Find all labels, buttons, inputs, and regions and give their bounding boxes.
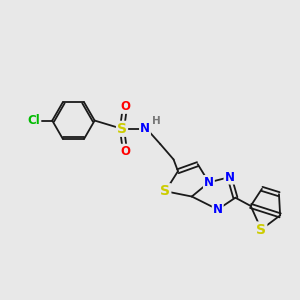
Text: N: N: [204, 176, 214, 189]
Text: H: H: [152, 116, 161, 126]
Text: S: S: [117, 122, 127, 136]
Text: O: O: [120, 145, 130, 158]
Text: S: S: [256, 223, 266, 236]
Text: Cl: Cl: [28, 114, 40, 127]
Text: O: O: [120, 100, 130, 113]
Text: N: N: [140, 122, 150, 135]
Text: N: N: [213, 203, 223, 216]
Text: N: N: [224, 171, 235, 184]
Text: S: S: [160, 184, 170, 198]
